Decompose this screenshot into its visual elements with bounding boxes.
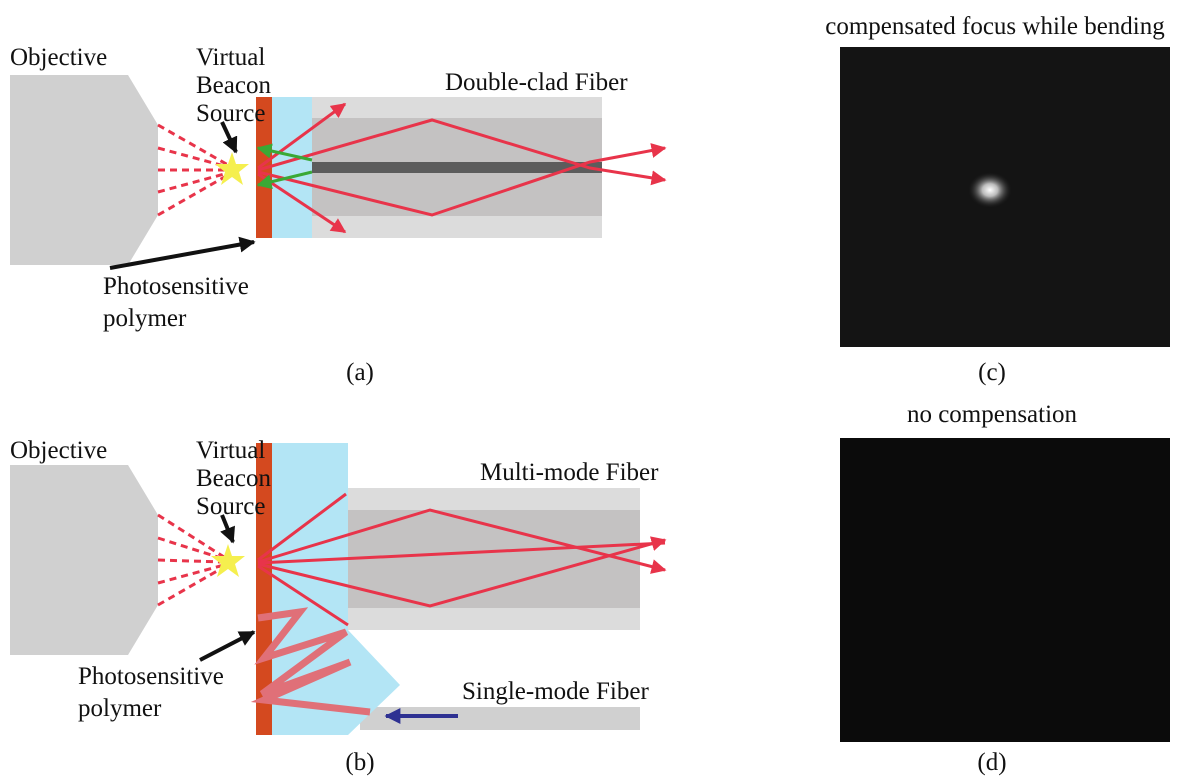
spacer xyxy=(272,97,312,238)
panel-b: Objective Virtual Beacon Source Multi-mo… xyxy=(10,437,665,776)
objective xyxy=(10,465,158,655)
label: Photosensitive xyxy=(103,273,249,300)
label: Virtual xyxy=(196,437,265,464)
label: Beacon xyxy=(196,465,271,492)
panel-label: (a) xyxy=(346,359,374,386)
panel-title: no compensation xyxy=(907,401,1078,428)
objective xyxy=(10,75,158,265)
label: Beacon xyxy=(196,72,271,99)
panel-a: Objective Virtual Beacon Source Double-c… xyxy=(10,44,665,386)
figure: Objective Virtual Beacon Source Double-c… xyxy=(0,0,1194,776)
label: Source xyxy=(196,493,265,520)
panel-label: (b) xyxy=(345,749,374,776)
label: polymer xyxy=(103,305,187,332)
panel-c: compensated focus while bending (c) xyxy=(825,13,1170,386)
beam xyxy=(158,125,228,215)
label: polymer xyxy=(78,695,162,722)
label: Source xyxy=(196,100,265,127)
label: Virtual xyxy=(196,44,265,71)
label: Multi-mode Fiber xyxy=(480,459,659,486)
single-mode-fiber xyxy=(360,707,640,730)
camera-image xyxy=(840,438,1170,742)
panel-label: (c) xyxy=(978,359,1006,386)
beam xyxy=(158,515,224,605)
pointer xyxy=(200,632,254,660)
label: Objective xyxy=(10,437,107,464)
label: Objective xyxy=(10,44,107,71)
label: Double-clad Fiber xyxy=(445,69,628,96)
label: Photosensitive xyxy=(78,663,224,690)
panel-d: no compensation (d) xyxy=(840,401,1170,776)
panel-title: compensated focus while bending xyxy=(825,13,1165,40)
panel-label: (d) xyxy=(977,749,1006,776)
label: Single-mode Fiber xyxy=(462,678,649,705)
focus-spot xyxy=(968,172,1012,208)
